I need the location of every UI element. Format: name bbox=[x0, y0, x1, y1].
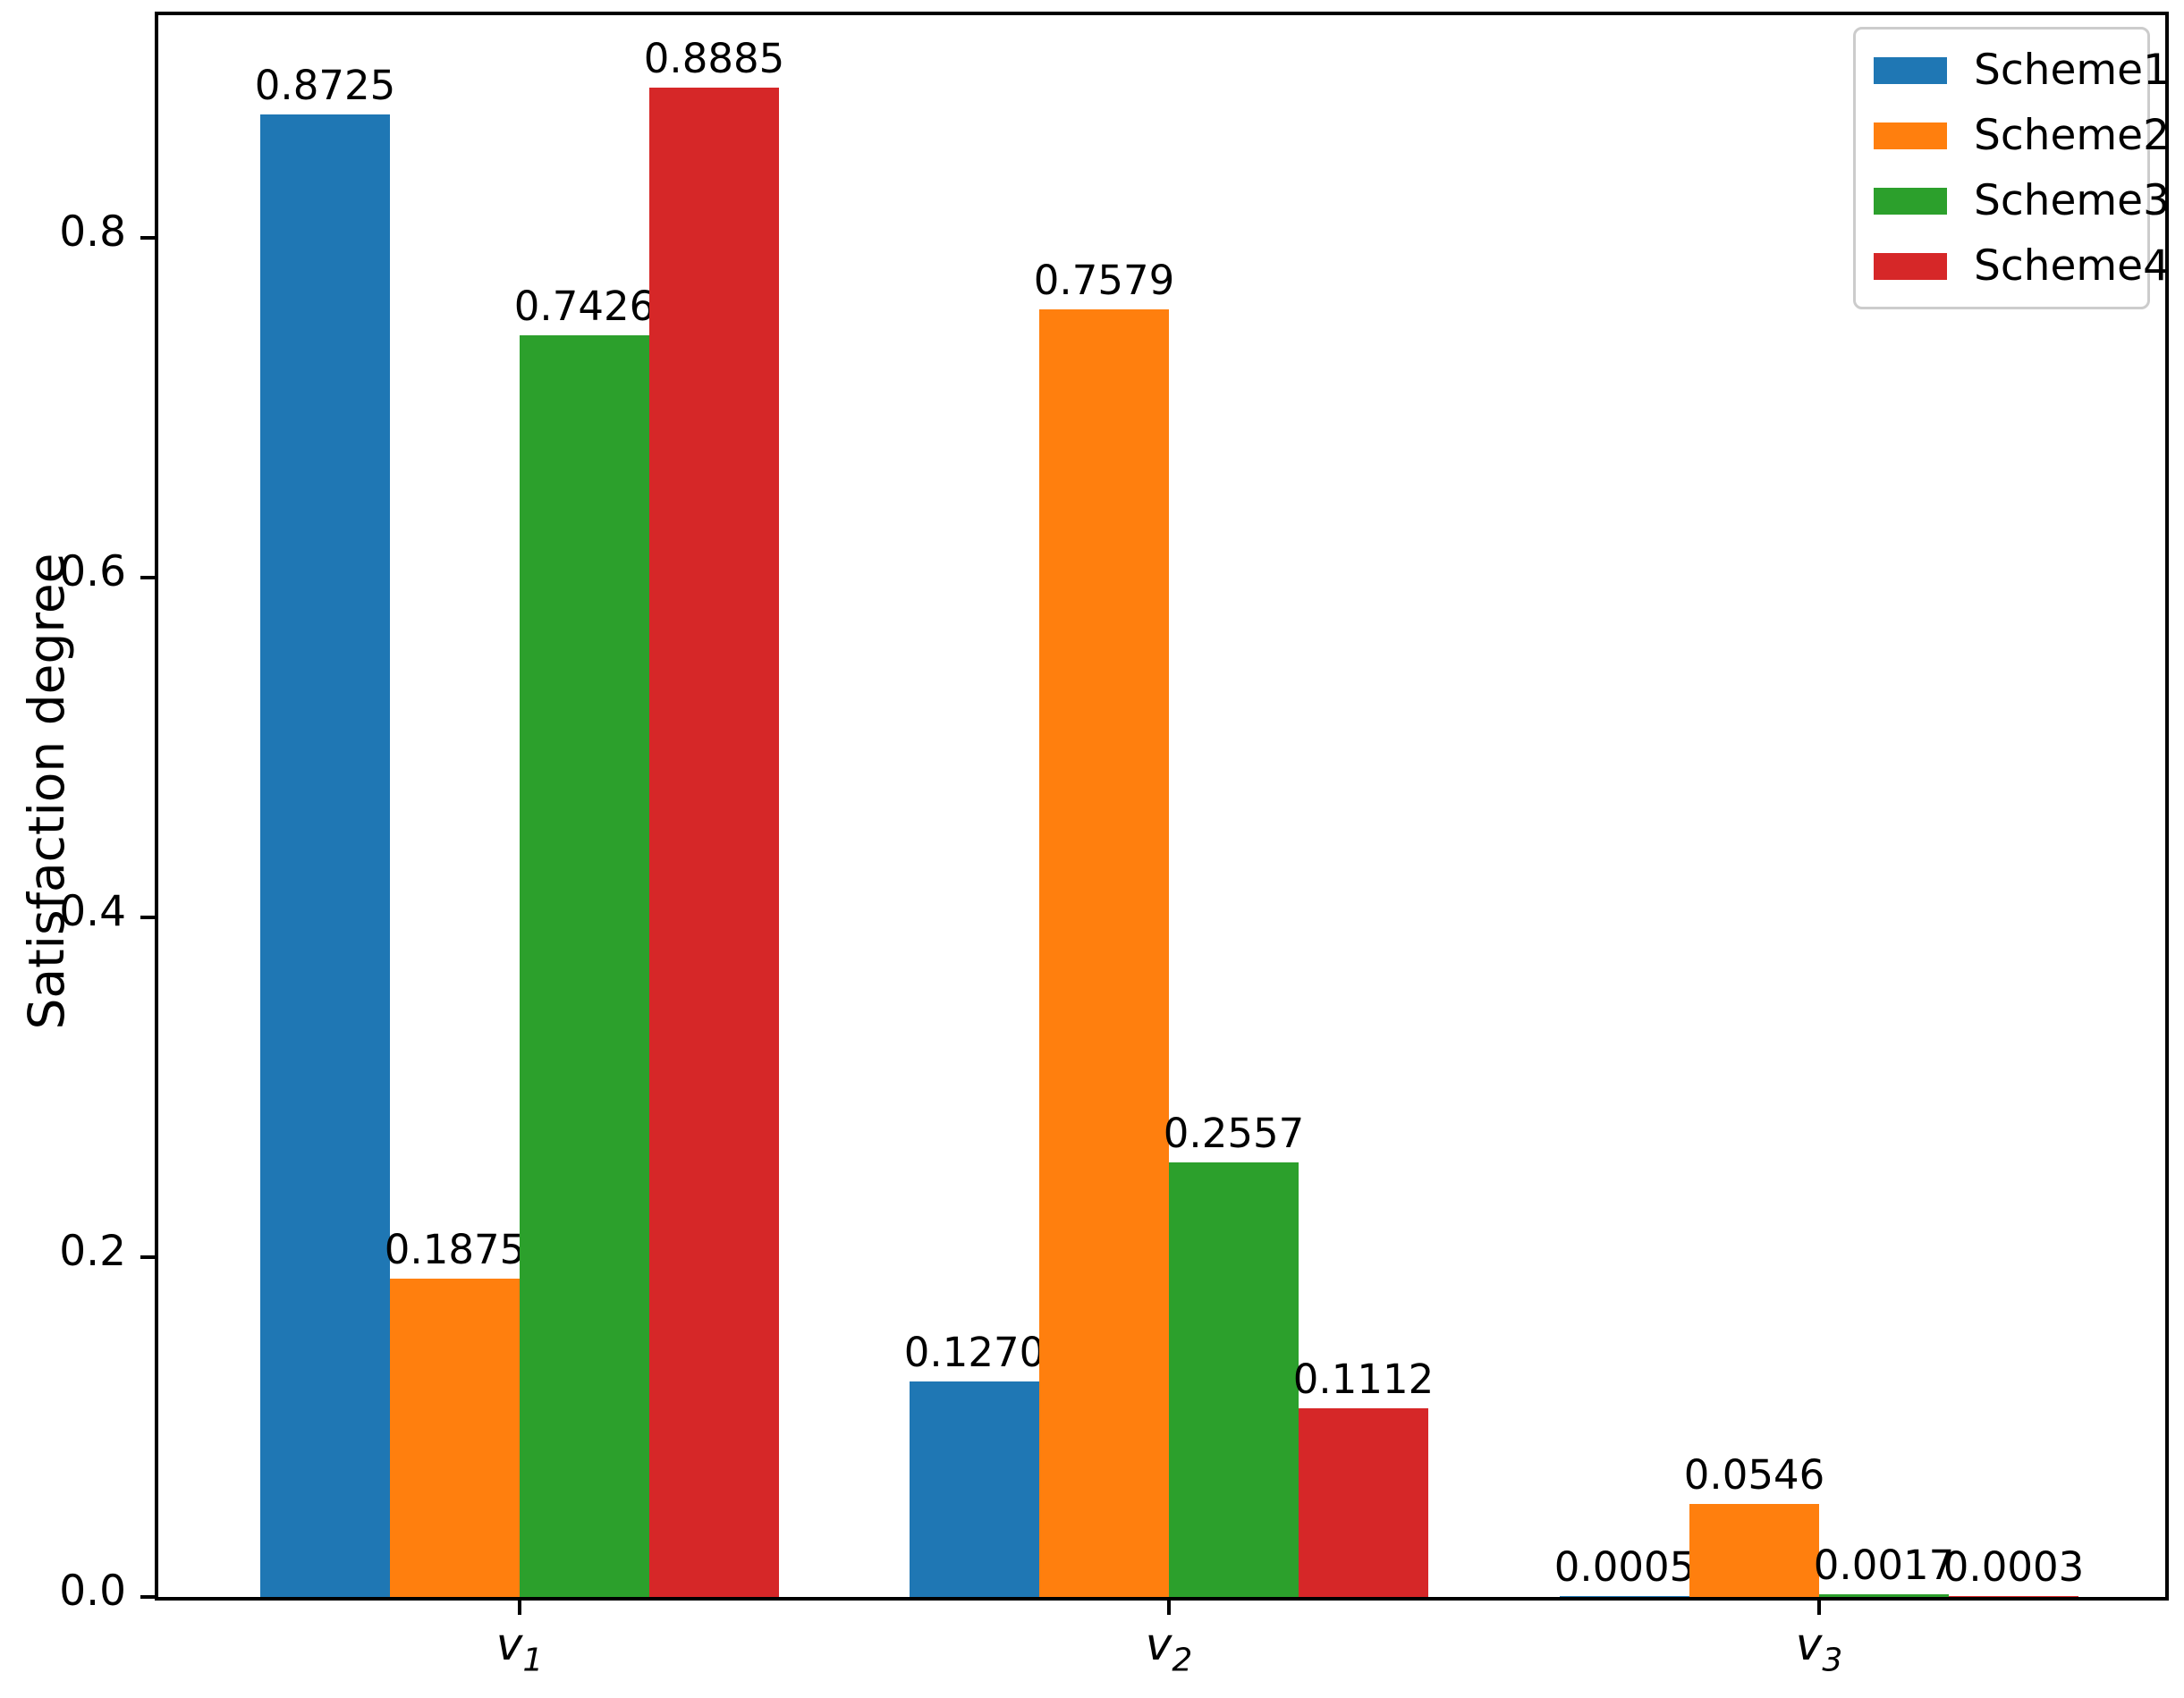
x-axis-tick-label: v2 bbox=[1145, 1618, 1193, 1679]
legend: Scheme1 Scheme2 Scheme3 Scheme4 bbox=[1853, 27, 2170, 309]
bar-value-label: 0.7579 bbox=[1033, 257, 1175, 304]
bar-scheme2-v2 bbox=[1039, 309, 1169, 1597]
y-axis-tick bbox=[140, 916, 155, 919]
bar-scheme3-v3 bbox=[1819, 1594, 1949, 1597]
bar-value-label: 0.0546 bbox=[1683, 1451, 1825, 1499]
y-axis-tick-label: 0.0 bbox=[59, 1567, 126, 1616]
legend-item-scheme3: Scheme3 bbox=[1874, 180, 2170, 222]
bar-value-label: 0.2557 bbox=[1163, 1110, 1305, 1157]
bar-scheme4-v3 bbox=[1949, 1596, 2078, 1597]
x-axis-tick bbox=[1167, 1601, 1171, 1615]
bar-scheme1-v1 bbox=[260, 114, 390, 1597]
bar-value-label: 0.8885 bbox=[643, 35, 785, 82]
bar-value-label: 0.0003 bbox=[1943, 1543, 2085, 1591]
bar-scheme3-v2 bbox=[1169, 1162, 1299, 1597]
y-axis-tick bbox=[140, 1595, 155, 1599]
bar-scheme2-v1 bbox=[390, 1279, 520, 1597]
x-axis-tick bbox=[518, 1601, 521, 1615]
legend-label: Scheme2 bbox=[1974, 111, 2170, 160]
legend-label: Scheme3 bbox=[1974, 176, 2170, 225]
y-axis-tick-label: 0.8 bbox=[59, 207, 126, 257]
bar-value-label: 0.0017 bbox=[1813, 1542, 1955, 1589]
y-axis-tick bbox=[140, 1255, 155, 1259]
bar-value-label: 0.8725 bbox=[254, 62, 396, 109]
bar-value-label: 0.7426 bbox=[513, 283, 656, 330]
bar-scheme1-v3 bbox=[1560, 1596, 1689, 1597]
bar-value-label: 0.1875 bbox=[384, 1226, 526, 1273]
bar-scheme4-v1 bbox=[649, 88, 779, 1597]
bar-scheme4-v2 bbox=[1299, 1408, 1428, 1597]
legend-label: Scheme1 bbox=[1974, 46, 2170, 95]
bar-scheme2-v3 bbox=[1689, 1504, 1819, 1597]
legend-swatch-icon bbox=[1874, 252, 1947, 280]
bar-value-label: 0.0005 bbox=[1553, 1543, 1696, 1591]
y-axis-tick-label: 0.4 bbox=[59, 887, 126, 936]
plot-area: 0.0 0.2 0.4 0.6 0.8 v1 v2 v3 0.8725 0.1270 0.0005 0… bbox=[59, 12, 2169, 1677]
x-axis-tick-label: v3 bbox=[1795, 1618, 1843, 1679]
x-axis-tick bbox=[1817, 1601, 1821, 1615]
x-axis-tick-label: v1 bbox=[495, 1618, 544, 1679]
legend-item-scheme4: Scheme4 bbox=[1874, 245, 2170, 287]
bar-value-label: 0.1270 bbox=[903, 1329, 1045, 1376]
y-axis-tick bbox=[140, 236, 155, 240]
legend-item-scheme1: Scheme1 bbox=[1874, 49, 2170, 91]
y-axis-label: Satisfaction degree bbox=[18, 553, 75, 1030]
plot-inner: 0.0 0.2 0.4 0.6 0.8 v1 v2 v3 0.8725 0.1270 0.0005 0… bbox=[59, 15, 2165, 1677]
y-axis-tick bbox=[140, 576, 155, 579]
legend-swatch-icon bbox=[1874, 187, 1947, 215]
y-axis-tick-label: 0.2 bbox=[59, 1227, 126, 1276]
bar-value-label: 0.1112 bbox=[1292, 1356, 1435, 1403]
legend-item-scheme2: Scheme2 bbox=[1874, 114, 2170, 156]
y-axis-tick-label: 0.6 bbox=[59, 547, 126, 596]
legend-swatch-icon bbox=[1874, 56, 1947, 84]
bar-scheme1-v2 bbox=[910, 1381, 1039, 1597]
bar-scheme3-v1 bbox=[520, 335, 649, 1597]
legend-swatch-icon bbox=[1874, 122, 1947, 149]
legend-label: Scheme4 bbox=[1974, 241, 2170, 291]
